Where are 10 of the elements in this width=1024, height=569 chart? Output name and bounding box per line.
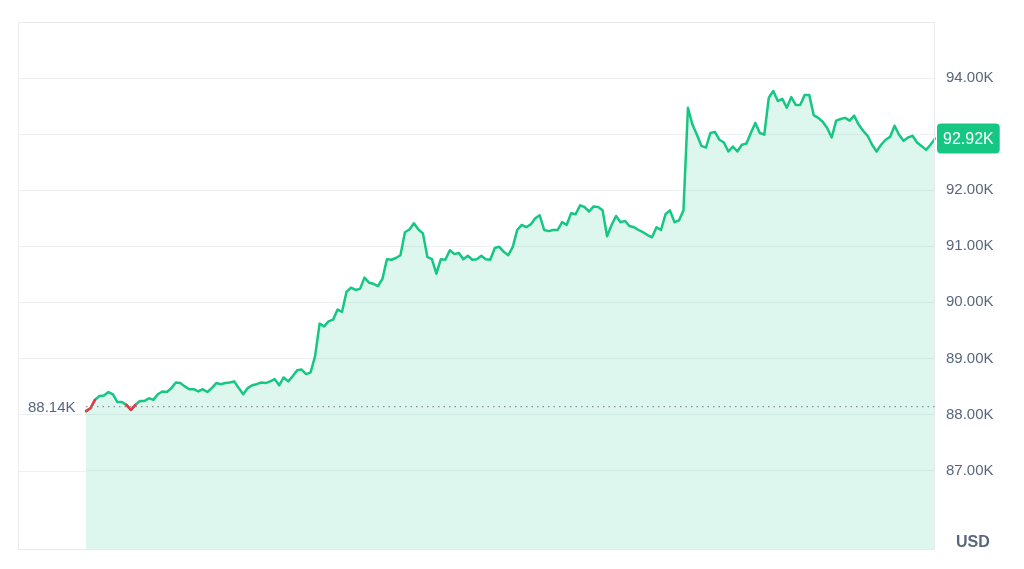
y-axis-title: USD [956, 533, 990, 551]
y-tick-label: 92.00K [946, 180, 994, 198]
y-tick-label: 91.00K [946, 236, 994, 254]
y-tick-label: 89.00K [946, 348, 994, 366]
y-tick-label: 90.00K [946, 292, 994, 310]
y-tick-label: 94.00K [946, 68, 994, 86]
y-tick-label: 87.00K [946, 460, 994, 478]
ref-line-label: 88.14K [28, 397, 76, 415]
text: 92.92K [943, 130, 995, 148]
y-tick-label: 88.00K [946, 404, 994, 422]
